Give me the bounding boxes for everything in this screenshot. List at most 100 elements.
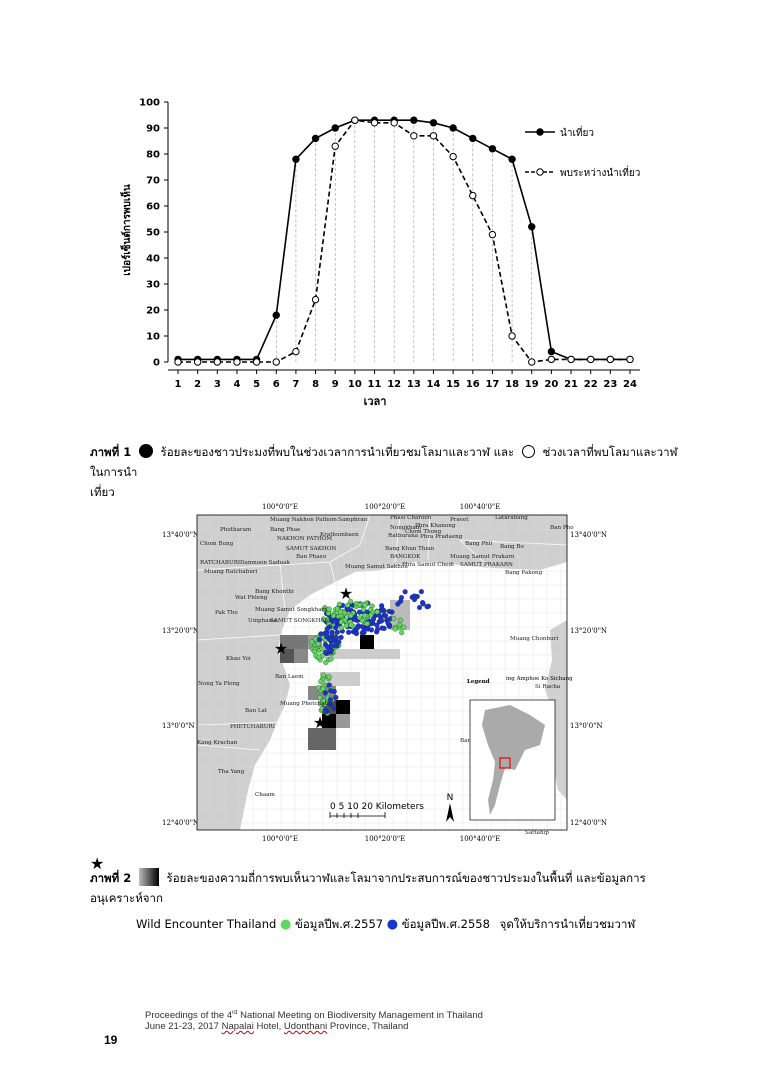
encounter-dot <box>348 622 354 628</box>
x-tick-label: 3 <box>214 379 221 390</box>
y-tick-label: 30 <box>146 280 160 291</box>
x-tick-label: 6 <box>273 379 280 390</box>
encounter-dot <box>309 639 315 645</box>
place-label: Kang Krachan <box>197 740 238 746</box>
north-arrow-icon <box>446 803 454 822</box>
encounter-dot <box>338 634 344 640</box>
place-label: Si Racha <box>535 684 561 690</box>
x-tick-label: 7 <box>292 379 299 390</box>
lat-label-1r: 13°40'0"N <box>570 531 607 539</box>
data-point <box>213 358 222 366</box>
data-point <box>488 145 497 153</box>
x-tick-label: 20 <box>544 379 558 390</box>
encounter-dot <box>338 625 344 631</box>
encounter-dot <box>401 624 407 630</box>
lat-label-2r: 13°20'0"N <box>570 627 607 635</box>
encounter-dot <box>392 626 398 632</box>
place-label: Muang Nakhon Pathom <box>270 517 338 523</box>
encounter-dot <box>321 698 327 704</box>
place-label: Bang Pakong <box>505 570 543 576</box>
x-tick-label: 5 <box>253 379 260 390</box>
data-point <box>488 230 497 239</box>
encounter-dot <box>368 612 374 618</box>
open-circle-icon <box>521 445 535 458</box>
figure2-text-b: Wild Encounter Thailand <box>136 917 277 931</box>
place-label: Muang Samut Prakarn <box>450 554 515 560</box>
lat-label-4r: 12°40'0"N <box>570 819 607 827</box>
place-label: Ratburana <box>388 533 419 539</box>
data-point <box>174 358 182 366</box>
data-point <box>233 358 241 366</box>
place-label: Bang Phli <box>465 541 493 547</box>
place-label: Nongkham <box>390 525 422 531</box>
encounter-dot <box>315 641 321 647</box>
x-tick-label: 1 <box>175 379 182 390</box>
encounter-dot <box>321 606 327 612</box>
data-point <box>331 124 339 132</box>
lat-label-3: 13°0'0"N <box>162 722 195 730</box>
data-point <box>469 134 477 143</box>
place-label: Phra Pradaeng <box>420 534 463 540</box>
data-point <box>547 347 556 356</box>
encounter-dot <box>327 637 334 643</box>
data-point <box>390 119 398 127</box>
series-line-0 <box>178 119 630 361</box>
encounter-dot <box>359 624 365 630</box>
place-label: Chom Thong <box>405 529 442 535</box>
encounter-dot <box>338 619 344 625</box>
place-label: Bang Khonthi <box>255 589 294 595</box>
place-label: Muang Chonburi <box>510 636 558 642</box>
place-label: Ban Phaeo <box>296 554 327 560</box>
place-label: Muang Samut Sakhon <box>345 564 408 570</box>
data-point <box>547 355 556 364</box>
lat-label-4: 12°40'0"N <box>162 819 199 827</box>
encounter-dot <box>381 612 387 618</box>
encounter-dot <box>324 644 330 650</box>
encounter-dot <box>317 701 323 707</box>
encounter-dot <box>324 626 330 632</box>
legend-marker <box>536 168 544 176</box>
footer-line2-c: Province, Thailand <box>327 1021 409 1033</box>
x-tick-label: 16 <box>466 379 480 390</box>
land-mass <box>197 515 567 830</box>
data-point <box>292 155 300 163</box>
place-label: Muang Samut Songkham <box>255 607 327 613</box>
series-line-1 <box>178 119 630 363</box>
data-point <box>331 142 339 150</box>
map-frame <box>196 514 568 831</box>
lon-label-1b: 100°0'0"E <box>262 835 298 843</box>
figure2-caption: ★ ภาพที่ 2 ร้อยละของความถี่การพบเห็นวาฬแ… <box>90 854 690 935</box>
place-label: Muang Ratchaburi <box>204 569 257 575</box>
place-label: Umphawa <box>248 618 277 624</box>
map-figure: 100°0'0"E 100°20'0"E 100°40'0"E 100°0'0"… <box>162 503 607 843</box>
place-label: SAMUT SONGKHAM <box>270 618 331 624</box>
encounter-dot <box>369 618 375 624</box>
tour-star-icon: ★ <box>313 713 327 732</box>
lon-label-2b: 100°20'0"E <box>365 835 405 843</box>
figure2-star-label: จุดให้บริการนำเที่ยวชมวาฬ <box>499 917 636 931</box>
encounter-dots <box>309 589 431 716</box>
encounter-dot <box>324 630 330 636</box>
encounter-dot <box>416 604 423 611</box>
footer-line2-b: Hotel, <box>253 1021 284 1033</box>
place-label: Ban Pho <box>550 525 574 531</box>
encounter-dot <box>323 649 329 656</box>
x-tick-label: 22 <box>584 379 598 390</box>
encounter-dot <box>368 627 375 633</box>
data-point <box>410 132 418 140</box>
place-label: Pravet <box>450 517 469 523</box>
place-label: Bang Khun Thian <box>385 546 435 552</box>
place-label: RATCHABURI <box>200 560 240 566</box>
encounter-dot <box>356 602 362 608</box>
encounter-dot <box>360 629 366 635</box>
encounter-dot <box>318 631 324 637</box>
tour-star-icon: ★ <box>339 584 353 603</box>
encounter-dot <box>325 617 331 623</box>
encounter-dot <box>359 617 365 624</box>
place-label: Ban Laem <box>275 674 304 680</box>
encounter-dot <box>402 589 408 595</box>
figure2-blue-label: ข้อมูลปีพ.ศ.2558 <box>401 917 490 931</box>
data-point <box>272 311 280 319</box>
encounter-dot <box>322 690 328 696</box>
